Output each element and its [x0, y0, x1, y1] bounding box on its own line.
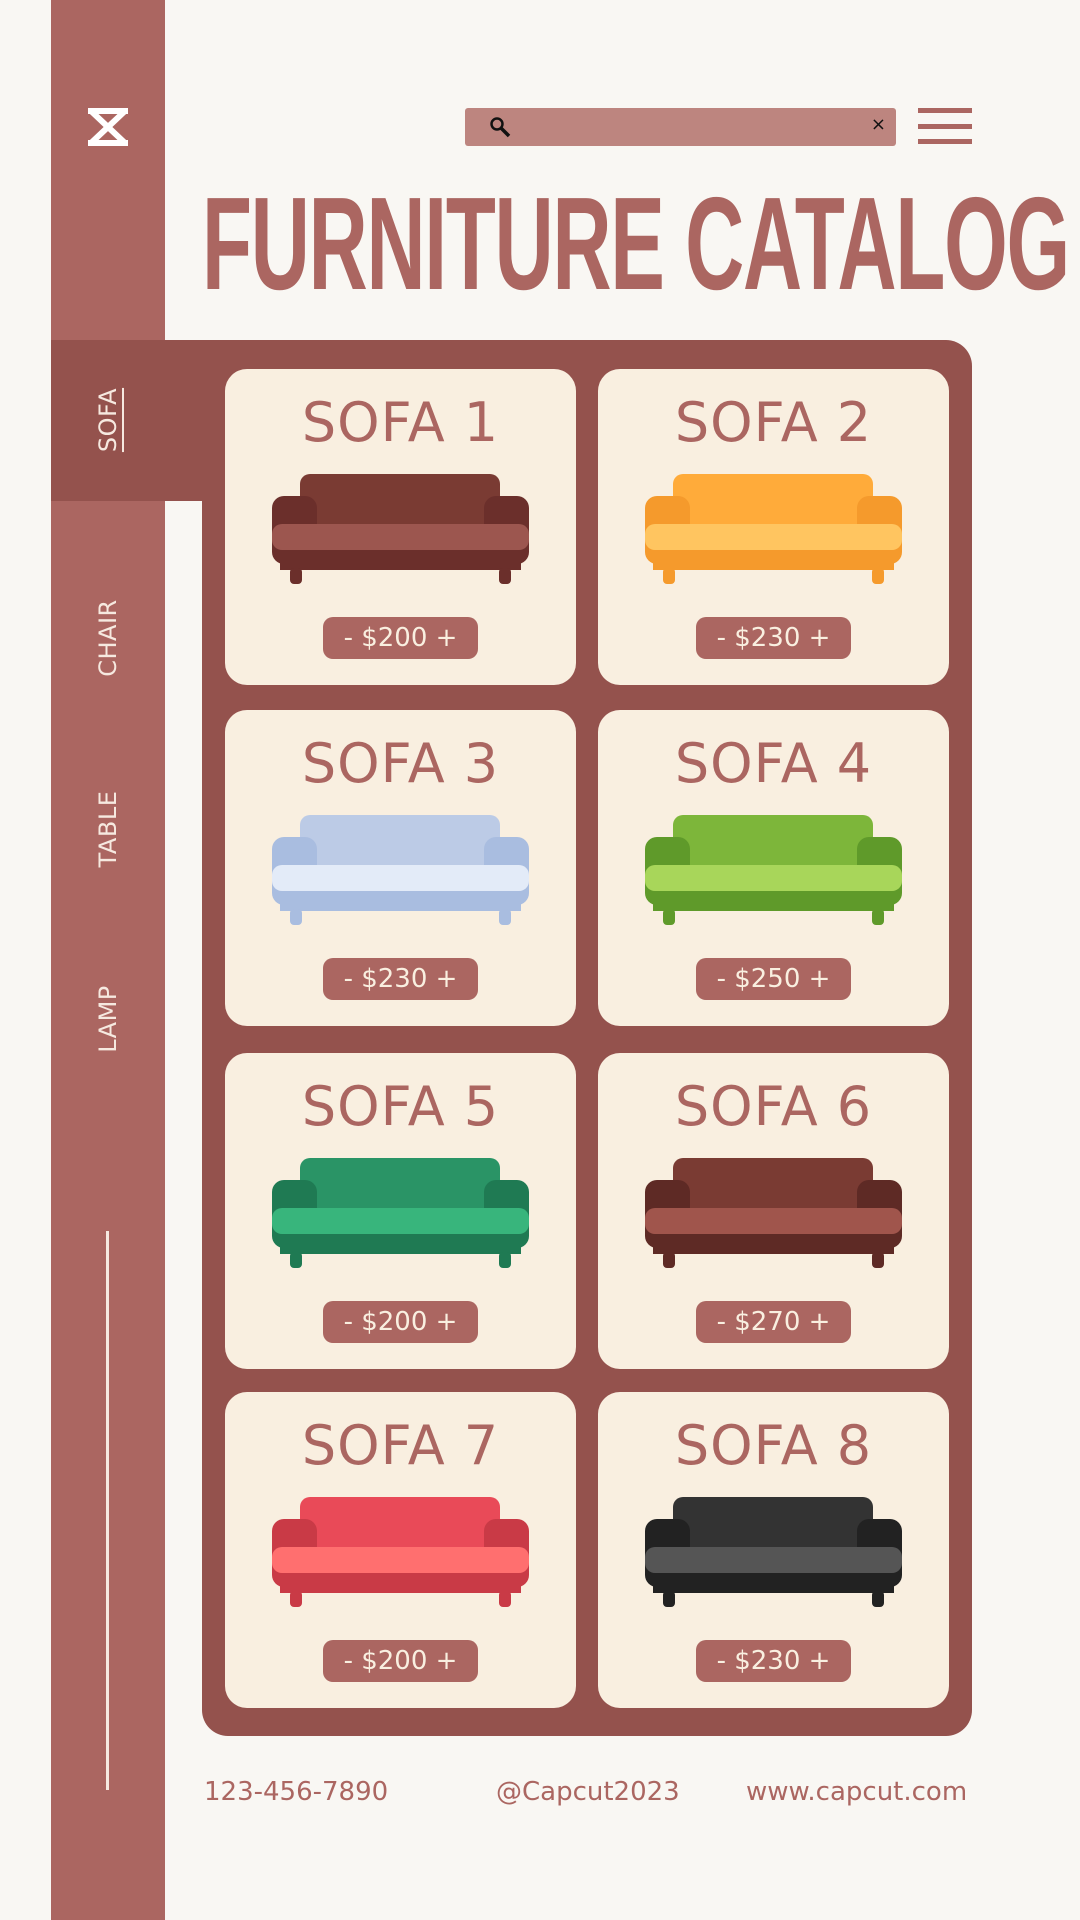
- sidebar-item-chair[interactable]: CHAIR: [94, 599, 122, 677]
- search-bar[interactable]: ×: [465, 108, 896, 146]
- product-name: SOFA 4: [674, 732, 873, 795]
- sofa-image: [272, 1497, 529, 1607]
- product-name: SOFA 7: [301, 1414, 500, 1477]
- hamburger-menu-icon[interactable]: [918, 108, 972, 144]
- footer-handle: @Capcut2023: [496, 1777, 680, 1807]
- product-name: SOFA 8: [674, 1414, 873, 1477]
- price-stepper[interactable]: - $200 +: [323, 617, 478, 659]
- sidebar-item-table[interactable]: TABLE: [94, 790, 122, 868]
- price-stepper[interactable]: - $230 +: [323, 958, 478, 1000]
- page-title: FURNITURE CATALOG: [202, 170, 1070, 317]
- price-stepper[interactable]: - $230 +: [696, 617, 851, 659]
- sofa-image: [272, 474, 529, 584]
- sofa-image: [272, 1158, 529, 1268]
- price-stepper[interactable]: - $230 +: [696, 1640, 851, 1682]
- price-stepper[interactable]: - $270 +: [696, 1301, 851, 1343]
- sidebar-item-sofa[interactable]: SOFA: [94, 387, 122, 453]
- product-name: SOFA 3: [301, 732, 500, 795]
- product-card[interactable]: SOFA 5 - $200 +: [225, 1053, 576, 1369]
- product-card[interactable]: SOFA 7 - $200 +: [225, 1392, 576, 1708]
- product-card[interactable]: SOFA 2 - $230 +: [598, 369, 949, 685]
- sidebar-active-tab-bg: [51, 340, 202, 501]
- search-input[interactable]: [525, 108, 845, 146]
- product-card[interactable]: SOFA 4 - $250 +: [598, 710, 949, 1026]
- product-card[interactable]: SOFA 3 - $230 +: [225, 710, 576, 1026]
- price-stepper[interactable]: - $200 +: [323, 1640, 478, 1682]
- product-name: SOFA 1: [301, 391, 500, 454]
- product-card[interactable]: SOFA 6 - $270 +: [598, 1053, 949, 1369]
- clear-search-button[interactable]: ×: [870, 114, 886, 135]
- footer-phone: 123-456-7890: [204, 1777, 389, 1807]
- sofa-image: [645, 1158, 902, 1268]
- sidebar-divider: [106, 1231, 109, 1790]
- sofa-image: [645, 474, 902, 584]
- product-name: SOFA 5: [301, 1075, 500, 1138]
- product-name: SOFA 2: [674, 391, 873, 454]
- sofa-image: [645, 1497, 902, 1607]
- sofa-image: [645, 815, 902, 925]
- price-stepper[interactable]: - $200 +: [323, 1301, 478, 1343]
- capcut-logo-icon: [88, 108, 128, 146]
- sofa-image: [272, 815, 529, 925]
- price-stepper[interactable]: - $250 +: [696, 958, 851, 1000]
- product-card[interactable]: SOFA 1 - $200 +: [225, 369, 576, 685]
- product-name: SOFA 6: [674, 1075, 873, 1138]
- sidebar-item-lamp[interactable]: LAMP: [94, 985, 122, 1053]
- product-card[interactable]: SOFA 8 - $230 +: [598, 1392, 949, 1708]
- search-icon: [490, 117, 511, 138]
- footer-website[interactable]: www.capcut.com: [746, 1777, 968, 1807]
